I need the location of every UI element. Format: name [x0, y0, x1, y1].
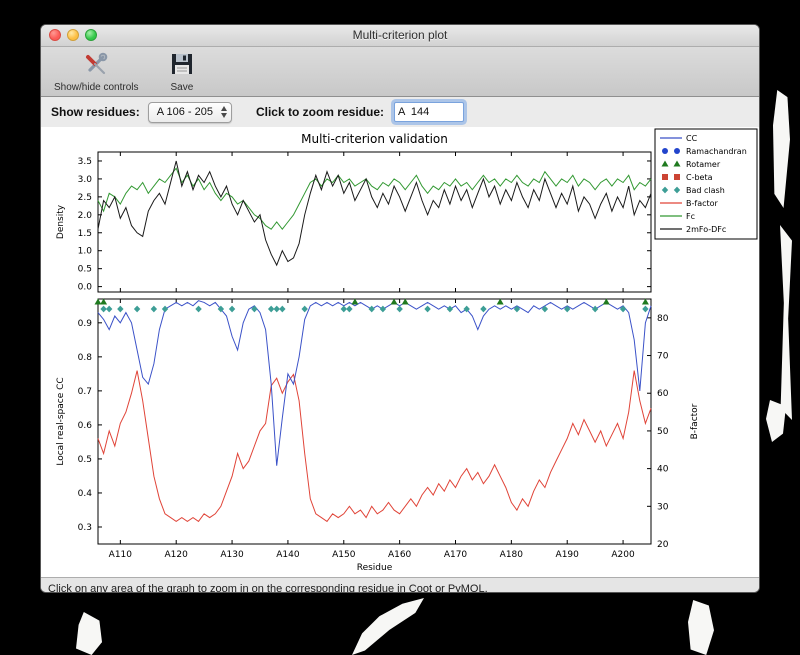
controls-bar: Show residues: A 106 - 205 Click to zoom… — [41, 97, 759, 127]
toolbar: Show/hide controls Save — [41, 47, 759, 97]
svg-text:1.5: 1.5 — [78, 229, 92, 239]
svg-text:0.9: 0.9 — [78, 319, 93, 329]
tools-icon — [83, 52, 109, 81]
svg-text:Local real-space CC: Local real-space CC — [56, 377, 66, 465]
svg-text:0.4: 0.4 — [78, 489, 93, 499]
zoom-residue-input[interactable] — [394, 102, 464, 122]
save-button[interactable]: Save — [168, 51, 197, 94]
svg-text:50: 50 — [657, 427, 669, 437]
minimize-button[interactable] — [67, 29, 79, 41]
svg-text:20: 20 — [657, 540, 669, 550]
svg-text:A110: A110 — [109, 550, 133, 560]
app-window: Multi-criterion plot Show/hide controls — [40, 24, 760, 593]
multi-criterion-plot[interactable]: Multi-criterion validation 0.0 0.5 1.0 1.5 2.… — [41, 127, 759, 577]
residue-range-value: A 106 - 205 — [156, 106, 213, 118]
svg-text:0.0: 0.0 — [78, 283, 93, 293]
traffic-lights — [49, 29, 97, 41]
svg-text:A200: A200 — [611, 550, 635, 560]
svg-text:B-factor: B-factor — [686, 199, 719, 208]
save-icon — [171, 52, 193, 81]
show-hide-controls-label: Show/hide controls — [54, 82, 139, 93]
screen-artifact — [76, 612, 102, 655]
svg-text:30: 30 — [657, 502, 669, 512]
svg-text:A120: A120 — [165, 550, 189, 560]
svg-text:2.0: 2.0 — [78, 211, 93, 221]
svg-text:1.0: 1.0 — [78, 247, 93, 257]
status-bar: Click on any area of the graph to zoom i… — [41, 577, 759, 592]
svg-text:B-factor: B-factor — [690, 403, 700, 439]
svg-text:0.5: 0.5 — [78, 265, 92, 275]
zoom-window-button[interactable] — [85, 29, 97, 41]
svg-text:0.5: 0.5 — [78, 455, 92, 465]
svg-text:3.0: 3.0 — [78, 175, 93, 185]
svg-text:A150: A150 — [332, 550, 356, 560]
screen-artifact — [780, 225, 792, 420]
svg-text:Multi-criterion validation: Multi-criterion validation — [301, 132, 448, 146]
svg-text:40: 40 — [657, 465, 669, 475]
svg-text:3.5: 3.5 — [78, 157, 92, 167]
svg-text:Residue: Residue — [357, 563, 393, 572]
svg-text:2mFo-DFc: 2mFo-DFc — [686, 225, 726, 234]
svg-text:80: 80 — [657, 314, 669, 324]
svg-text:CC: CC — [686, 134, 698, 143]
screen-artifact — [688, 600, 714, 655]
svg-text:A130: A130 — [220, 550, 244, 560]
svg-text:A140: A140 — [276, 550, 300, 560]
svg-text:0.7: 0.7 — [78, 387, 92, 397]
svg-text:60: 60 — [657, 389, 669, 399]
svg-text:Rotamer: Rotamer — [686, 160, 721, 169]
svg-text:A190: A190 — [556, 550, 580, 560]
stepper-arrows-icon — [220, 106, 227, 118]
residue-range-select[interactable]: A 106 - 205 — [147, 101, 232, 123]
svg-text:0.6: 0.6 — [78, 421, 93, 431]
screen-artifact — [766, 400, 786, 442]
svg-text:70: 70 — [657, 352, 669, 362]
screen-artifact — [352, 598, 424, 655]
svg-text:C-beta: C-beta — [686, 173, 713, 182]
plot-canvas[interactable]: Multi-criterion validation 0.0 0.5 1.0 1.5 2.… — [41, 127, 759, 573]
show-residues-label: Show residues: — [51, 105, 140, 119]
svg-text:0.8: 0.8 — [78, 353, 93, 363]
svg-text:A160: A160 — [388, 550, 412, 560]
svg-text:Density: Density — [56, 204, 66, 239]
svg-text:Fc: Fc — [686, 212, 695, 221]
titlebar: Multi-criterion plot — [41, 25, 759, 47]
show-hide-controls-button[interactable]: Show/hide controls — [51, 51, 142, 94]
svg-text:A180: A180 — [500, 550, 524, 560]
window-title: Multi-criterion plot — [352, 28, 448, 42]
close-button[interactable] — [49, 29, 61, 41]
svg-text:Ramachandran: Ramachandran — [686, 147, 747, 156]
zoom-residue-label: Click to zoom residue: — [255, 105, 384, 119]
svg-text:0.3: 0.3 — [78, 523, 92, 533]
save-label: Save — [170, 82, 194, 93]
svg-text:Bad clash: Bad clash — [686, 186, 725, 195]
screen-artifact — [773, 90, 790, 208]
svg-text:A170: A170 — [444, 550, 468, 560]
svg-text:2.5: 2.5 — [78, 193, 92, 203]
